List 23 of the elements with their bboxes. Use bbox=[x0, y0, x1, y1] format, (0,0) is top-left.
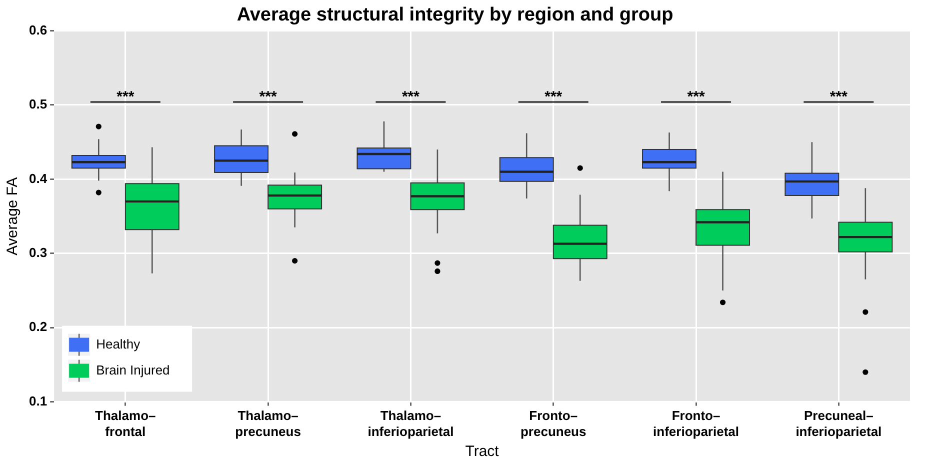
legend-label: Healthy bbox=[96, 336, 141, 352]
x-axis-title: Tract bbox=[465, 443, 500, 460]
y-tick-label: 0.6 bbox=[28, 22, 48, 38]
legend-label: Brain Injured bbox=[96, 362, 170, 378]
annotation: *** bbox=[687, 88, 705, 106]
x-tick-label: Precuneal–inferioparietal bbox=[796, 408, 882, 439]
x-tick-label: Thalamo–inferioparietal bbox=[368, 408, 454, 439]
x-tick-label: Thalamo–precuneus bbox=[235, 408, 301, 439]
y-tick-label: 0.1 bbox=[28, 393, 48, 408]
annotation: *** bbox=[259, 88, 277, 106]
annotation: *** bbox=[544, 88, 562, 106]
chart-title: Average structural integrity by region and group bbox=[236, 4, 674, 26]
x-tick-label: Fronto–inferioparietal bbox=[653, 408, 739, 439]
annotation: *** bbox=[830, 88, 848, 106]
y-tick-label: 0.4 bbox=[28, 170, 48, 186]
y-tick-label: 0.2 bbox=[28, 319, 48, 334]
y-tick-label: 0.5 bbox=[28, 96, 48, 112]
y-axis-title: Average FA bbox=[4, 177, 22, 256]
annotation: *** bbox=[116, 88, 134, 106]
annotation: *** bbox=[402, 88, 420, 106]
x-tick-label: Fronto–precuneus bbox=[520, 408, 586, 439]
x-tick-label: Thalamo–frontal bbox=[95, 408, 156, 439]
y-tick-label: 0.3 bbox=[28, 244, 48, 260]
